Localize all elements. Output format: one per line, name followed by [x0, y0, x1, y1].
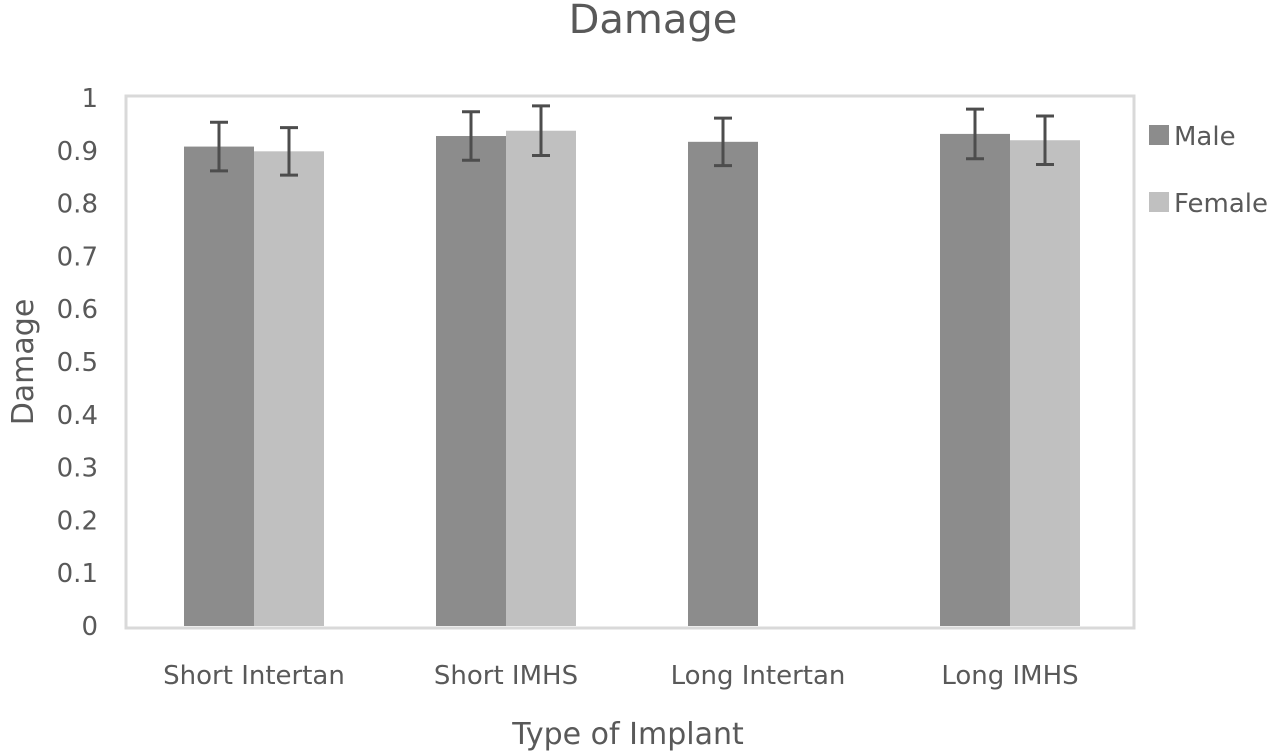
x-tick-label: Long Intertan — [671, 661, 846, 691]
error-bar-male-3 — [966, 107, 984, 161]
error-bar-male-0 — [210, 120, 228, 173]
y-tick-label: 0.9 — [57, 137, 98, 167]
y-tick-label: 0.3 — [57, 454, 98, 484]
bar-male-1 — [436, 136, 506, 627]
y-tick-label: 0 — [81, 612, 98, 642]
y-tick-label: 0.5 — [57, 348, 98, 378]
bar-female-1 — [506, 130, 576, 626]
legend-swatch-male — [1149, 125, 1169, 145]
x-tick-label: Long IMHS — [941, 661, 1078, 691]
legend-label-female: Female — [1174, 189, 1268, 219]
x-axis-ticks: Short Intertan Short IMHS Long Intertan Lon… — [163, 661, 1079, 691]
bar-female-0 — [254, 151, 324, 626]
y-axis-ticks: 0 0.1 0.2 0.3 0.4 0.5 0.6 0.7 0.8 0.9 1 — [57, 84, 98, 642]
y-tick-label: 0.8 — [57, 190, 98, 220]
bars-layer — [184, 130, 1080, 627]
bar-male-2 — [688, 141, 758, 626]
y-tick-label: 0.2 — [57, 506, 98, 536]
x-tick-label: Short Intertan — [163, 661, 345, 691]
y-axis-title: Damage — [6, 299, 41, 426]
x-tick-label: Short IMHS — [434, 661, 578, 691]
legend-swatch-female — [1149, 192, 1169, 212]
legend: Male Female — [1149, 122, 1268, 219]
error-bar-male-1 — [462, 110, 480, 162]
y-tick-label: 0.1 — [57, 559, 98, 589]
error-bar-female-0 — [280, 126, 298, 177]
x-axis-title: Type of Implant — [511, 717, 744, 752]
chart-title: Damage — [569, 0, 738, 43]
y-tick-label: 0.6 — [57, 295, 98, 325]
bar-male-0 — [184, 146, 254, 627]
legend-label-male: Male — [1174, 122, 1236, 152]
y-tick-label: 1 — [81, 84, 98, 114]
error-bars-layer — [210, 104, 1054, 177]
y-tick-label: 0.4 — [57, 401, 98, 431]
y-tick-label: 0.7 — [57, 242, 98, 272]
error-bar-male-2 — [714, 116, 732, 168]
bar-female-3 — [1010, 140, 1080, 627]
error-bar-female-3 — [1036, 114, 1054, 167]
error-bar-female-1 — [532, 104, 550, 158]
bar-male-3 — [940, 133, 1010, 627]
